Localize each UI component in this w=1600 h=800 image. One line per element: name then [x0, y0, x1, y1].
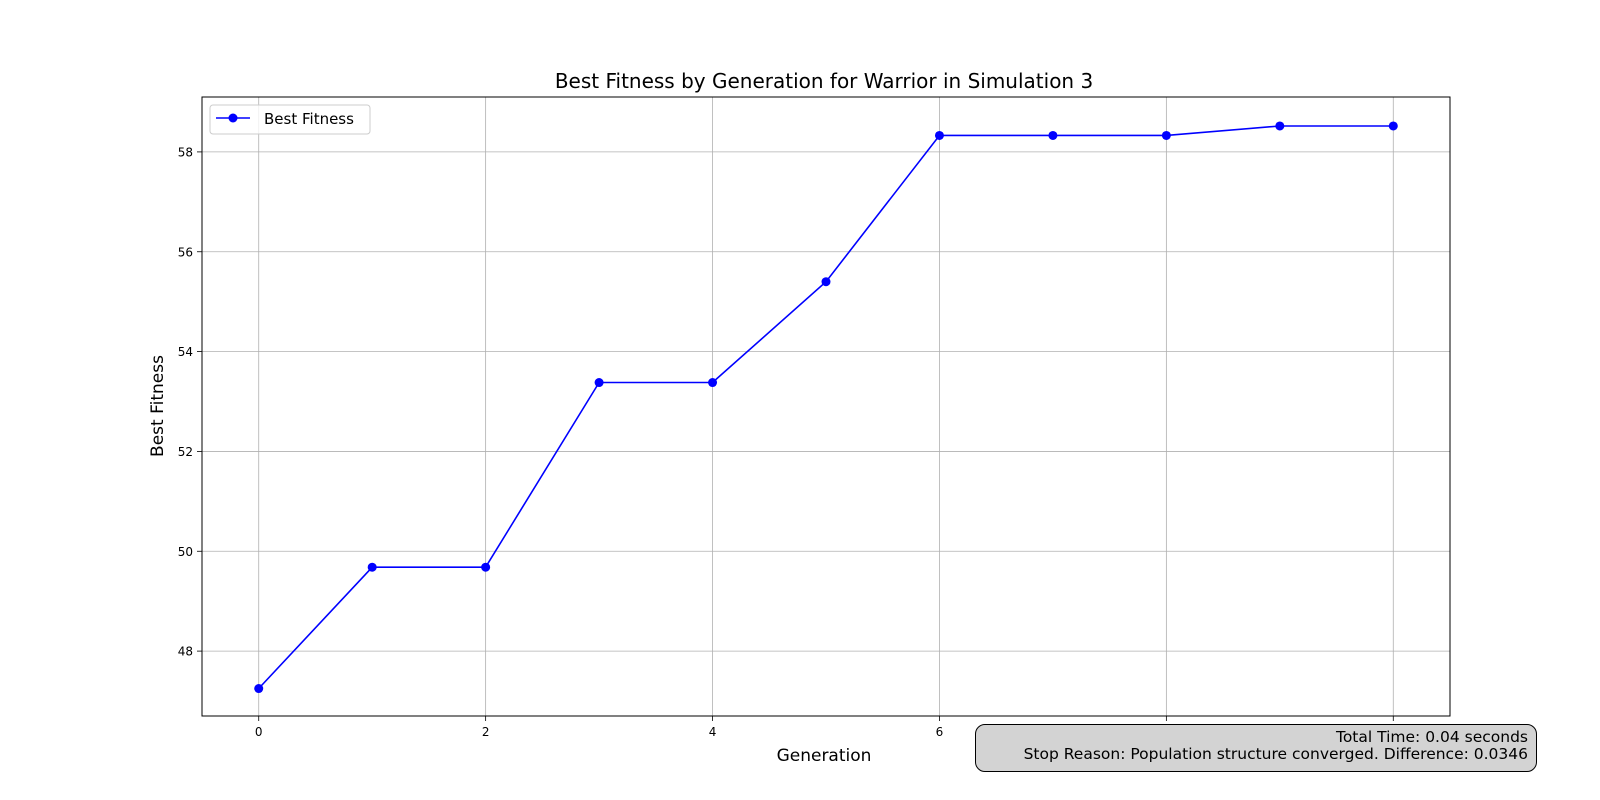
data-point [481, 562, 491, 572]
plot-frame [201, 96, 1451, 717]
legend-box [209, 104, 371, 135]
x-tick-label: 4 [709, 725, 717, 739]
y-tick-label: 58 [178, 145, 193, 159]
grid [202, 97, 1450, 716]
y-axis-label: Best Fitness [148, 355, 168, 457]
data-point [254, 684, 264, 694]
data-point [594, 378, 604, 388]
data-point [934, 130, 944, 140]
data-point [1048, 130, 1058, 140]
legend-label: Best Fitness [264, 110, 354, 128]
chart-title: Best Fitness by Generation for Warrior i… [555, 69, 1093, 93]
data-point [1388, 121, 1398, 131]
stop-reason-text: Stop Reason: Population structure conver… [1023, 745, 1528, 763]
data-point [1161, 130, 1171, 140]
series-line [258, 125, 1394, 690]
data-point [1275, 121, 1285, 131]
data-point [708, 378, 718, 388]
x-tick-label: 2 [482, 725, 490, 739]
x-tick-label: 0 [255, 725, 263, 739]
y-tick-label: 52 [178, 445, 193, 459]
y-tick-label: 48 [178, 645, 193, 659]
x-tick-label: 6 [936, 725, 944, 739]
y-tick-label: 50 [178, 545, 193, 559]
series-layer [254, 121, 1398, 694]
data-point [367, 562, 377, 572]
data-point [821, 277, 831, 287]
legend: Best Fitness [209, 104, 371, 135]
legend-marker-swatch [228, 113, 238, 123]
total-time-text: Total Time: 0.04 seconds [1335, 728, 1528, 746]
x-axis-label: Generation [777, 746, 872, 766]
y-tick-label: 56 [178, 245, 193, 259]
y-tick-label: 54 [178, 345, 193, 359]
info-box: Total Time: 0.04 seconds Stop Reason: Po… [975, 724, 1537, 772]
